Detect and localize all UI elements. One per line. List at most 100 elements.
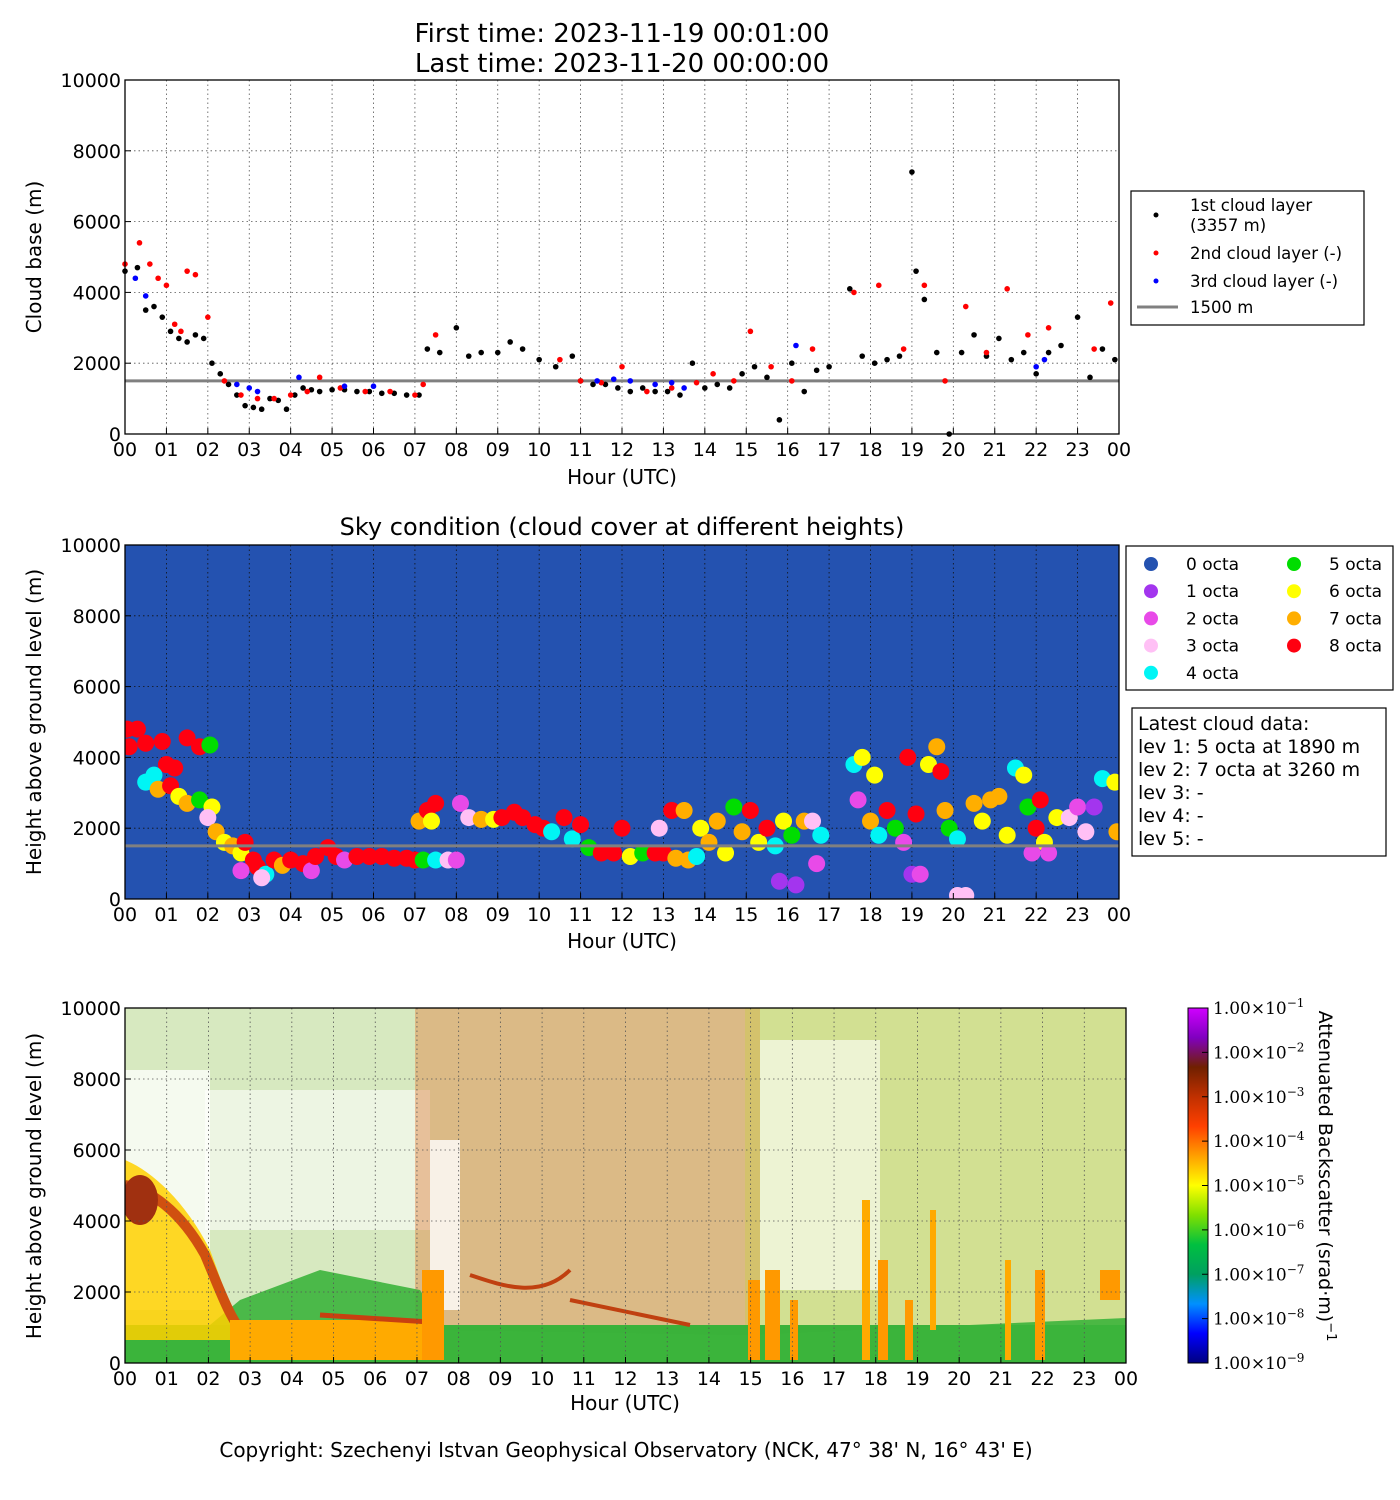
- octa-8-point: [236, 833, 254, 851]
- x-tick-label: 07: [403, 439, 427, 461]
- cloud-layer-2-point: [577, 378, 584, 384]
- x-tick-label: 07: [403, 904, 427, 926]
- octa-6-point: [1015, 766, 1033, 784]
- octa-4-point: [870, 826, 888, 844]
- x-tick-label: 01: [154, 439, 178, 461]
- x-tick-label: 00: [1107, 439, 1131, 461]
- x-tick-label: 12: [610, 439, 634, 461]
- cloud-layer-1-point: [846, 286, 853, 292]
- octa-8-point: [166, 759, 184, 777]
- x-tick-label: 23: [1065, 439, 1089, 461]
- x-tick-label: 18: [858, 904, 882, 926]
- colorbar-tick-label: 1.00×10−2: [1213, 1040, 1304, 1063]
- y-tick-label: 6000: [73, 1140, 121, 1162]
- latest-cloud-data-heading: Latest cloud data:: [1138, 713, 1309, 735]
- cloud-layer-2-point: [304, 388, 311, 395]
- cloud-layer-1-point: [1033, 371, 1039, 377]
- x-tick-label: 08: [447, 1368, 471, 1390]
- x-tick-label: 20: [941, 904, 965, 926]
- octa-8-point: [1031, 791, 1049, 809]
- cloud-layer-2-point: [238, 392, 244, 398]
- cloud-streak-8: [1005, 1260, 1011, 1360]
- cloud-layer-1-point: [453, 325, 460, 331]
- cloud-layer-1-point: [151, 303, 157, 310]
- octa-5-point: [414, 851, 432, 869]
- octa-6-point: [692, 819, 710, 837]
- x-tick-label: 16: [780, 1368, 804, 1390]
- x-tick-label: 14: [693, 439, 717, 461]
- octa-7-point: [990, 787, 1008, 805]
- cloud-layer-1-point: [1020, 349, 1027, 356]
- cloud-layer-3-point: [370, 383, 377, 390]
- x-tick-label: 09: [486, 904, 510, 926]
- octa-2-point: [849, 791, 867, 809]
- cloud-layer-1-point: [378, 390, 385, 397]
- cloud-streak-4: [862, 1200, 870, 1360]
- cloud-layer-1-point: [552, 363, 559, 370]
- cloud-layer-1-point: [826, 363, 832, 370]
- cloud-layer-1-point: [292, 392, 298, 398]
- backscatter-panel: 00 01 02 03 04 05 06 07 08 09 10 11 12 13 14 15 16 17 18 19…: [22, 996, 1338, 1415]
- colorbar-tick-label: 1.00×10−6: [1213, 1218, 1304, 1241]
- x-tick-label: 16: [776, 904, 800, 926]
- x-tick-label: 05: [320, 904, 344, 926]
- colorbar-tick-label: 1.00×10−9: [1213, 1351, 1304, 1374]
- octa-8-point: [348, 848, 366, 866]
- colorbar-tick-label: 1.00×10−1: [1213, 996, 1304, 1019]
- octa-8-point: [385, 849, 403, 867]
- octa-7-point: [936, 802, 954, 819]
- cloud-base-legend: 1st cloud layer (3357 m) 2nd cloud layer…: [1130, 190, 1365, 326]
- cloud-layer-2-point: [747, 328, 754, 335]
- x-tick-label: 13: [651, 904, 675, 926]
- x-tick-label: 19: [900, 439, 924, 461]
- cloud-layer-1-point: [142, 307, 149, 313]
- cloud-line-12: [569, 1298, 691, 1327]
- octa-6-point: [775, 812, 793, 830]
- octa-4-point: [543, 823, 561, 841]
- x-tick-label: 04: [280, 1368, 304, 1390]
- cloud-layer-2-point: [136, 240, 143, 246]
- x-tick-label: 18: [864, 1368, 888, 1390]
- cloud-layer-2-point: [192, 271, 199, 278]
- cloud-layer-1-point: [176, 335, 182, 342]
- x-tick-label: 11: [572, 1368, 596, 1390]
- latest-cloud-data-box: Latest cloud data: lev 1: 5 octa at 1890…: [1131, 707, 1387, 857]
- cloud-layer-2-point: [147, 261, 153, 267]
- octa-6-point: [919, 755, 937, 773]
- octa-2-point: [447, 851, 465, 869]
- cloud-layer-1-point: [1087, 374, 1093, 381]
- cloud-layer-1-point: [159, 314, 166, 320]
- cloud-layer-1-point: [913, 268, 919, 274]
- latest-cloud-lev1: lev 1: 5 octa at 1890 m: [1138, 736, 1360, 758]
- cloud-layer-1-point: [689, 360, 696, 367]
- cloud-layer-1-point: [569, 353, 576, 359]
- cloud-layer-1-point: [702, 385, 708, 391]
- cloud-layer-2-point: [254, 395, 261, 402]
- octa-legend-label-1: 1 octa: [1186, 582, 1239, 602]
- colorbar-label-text: Attenuated Backscatter (srad·m): [1314, 1011, 1336, 1323]
- x-tick-label: 14: [693, 904, 717, 926]
- cloud-layer-3-point: [652, 381, 658, 388]
- cloud-layer-2-point: [710, 371, 716, 377]
- cloud-streak-5: [878, 1260, 888, 1360]
- octa-3-point: [1077, 823, 1095, 841]
- octa-8-point: [137, 734, 155, 752]
- x-tick-label: 14: [697, 1368, 721, 1390]
- backscatter-colorbar: 1.00×10−9 1.00×10−8 1.00×10−7 1.00×10−6 1.00…: [1187, 996, 1338, 1374]
- x-tick-label: 17: [817, 439, 841, 461]
- latest-cloud-lev5: lev 5: -: [1138, 828, 1204, 850]
- y-tick-label: 0: [109, 1353, 121, 1375]
- x-tick-label: 10: [527, 439, 551, 461]
- cloud-layer-1-point: [871, 360, 878, 367]
- octa-legend-frame: [1125, 545, 1394, 691]
- y-tick-label: 4000: [73, 747, 121, 769]
- octa-7-point: [965, 794, 983, 812]
- octa-8-point: [932, 763, 950, 781]
- cloud-layer-1-point: [403, 392, 410, 398]
- x-tick-label: 01: [155, 1368, 179, 1390]
- cloud-feature-07: [422, 1270, 444, 1360]
- octa-8-point: [128, 720, 146, 738]
- x-tick-label: 10: [530, 1368, 554, 1390]
- cloud-layer-1-point: [416, 392, 422, 398]
- cloud-layer-2-point: [962, 303, 969, 310]
